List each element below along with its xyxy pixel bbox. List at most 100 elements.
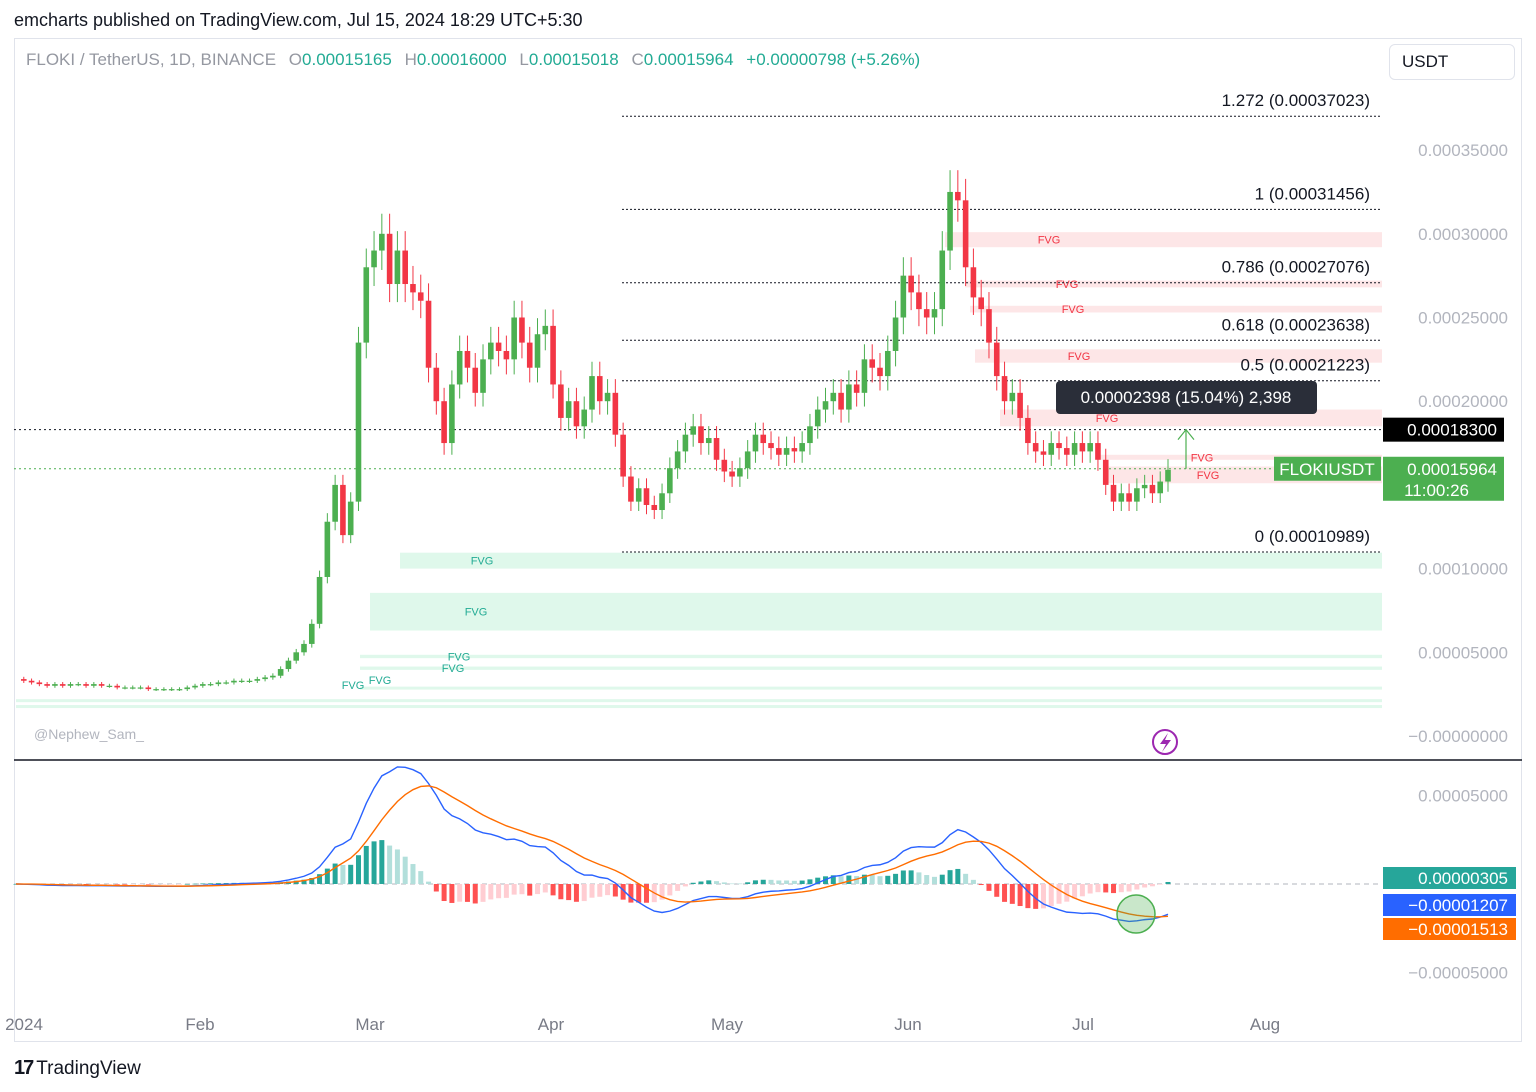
candle-body bbox=[651, 504, 658, 511]
candle-body bbox=[705, 438, 712, 444]
brand-name: TradingView bbox=[36, 1057, 141, 1079]
time-axis-tick: Jun bbox=[894, 1015, 921, 1034]
macd-histogram-bar bbox=[402, 856, 408, 884]
macd-histogram-bar bbox=[752, 880, 758, 884]
macd-histogram-bar bbox=[799, 880, 805, 884]
candle-body bbox=[402, 250, 408, 285]
fvg-label: FVG bbox=[448, 651, 471, 663]
candle-body bbox=[161, 689, 167, 691]
fib-label: 0.5 (0.00021223) bbox=[1241, 356, 1371, 375]
macd-histogram-bar bbox=[1002, 884, 1008, 902]
price-marker-dark bbox=[1383, 417, 1504, 442]
fvg-label: FVG bbox=[471, 556, 494, 568]
candle-body bbox=[760, 434, 767, 444]
macd-histogram-bar bbox=[153, 884, 159, 885]
macd-histogram-bar bbox=[1040, 884, 1046, 909]
macd-histogram-bar bbox=[464, 884, 470, 902]
candle-body bbox=[91, 684, 97, 686]
candle-body bbox=[246, 680, 253, 682]
macd-histogram-bar bbox=[176, 884, 182, 885]
candle-body bbox=[1079, 443, 1086, 452]
close-key: C bbox=[631, 50, 644, 69]
candle-body bbox=[137, 687, 144, 689]
candle-body bbox=[923, 309, 930, 318]
macd-histogram-bar bbox=[605, 884, 611, 896]
macd-histogram-bar bbox=[91, 884, 97, 885]
candle-body bbox=[667, 468, 673, 494]
candle-body bbox=[822, 401, 829, 410]
macd-histogram-bar bbox=[503, 884, 509, 898]
candle-body bbox=[884, 350, 891, 377]
candle-body bbox=[752, 434, 759, 452]
macd-histogram-bar bbox=[208, 883, 214, 884]
candle-body bbox=[1056, 443, 1062, 449]
fvg-zone bbox=[16, 699, 1382, 703]
macd-histogram-bar bbox=[581, 884, 587, 902]
tradingview-logo-icon: 17 bbox=[14, 1057, 34, 1079]
candle-body bbox=[814, 409, 821, 427]
candle-body bbox=[542, 325, 549, 335]
fib-label: 1 (0.00031456) bbox=[1255, 184, 1370, 203]
macd-marker bbox=[1383, 867, 1516, 889]
candle-body bbox=[379, 233, 385, 251]
signal-line bbox=[15, 785, 1169, 918]
time-axis-tick: Mar bbox=[355, 1015, 385, 1034]
tradingview-brand[interactable]: 17 TradingView bbox=[14, 1057, 141, 1080]
candle-body bbox=[106, 685, 113, 687]
symbol-label[interactable]: FLOKI / TetherUS, 1D, BINANCE bbox=[26, 50, 277, 69]
candle-body bbox=[1102, 459, 1109, 485]
author-watermark: @Nephew_Sam_ bbox=[34, 726, 144, 742]
candle-body bbox=[970, 267, 977, 298]
macd-histogram-bar bbox=[729, 883, 735, 885]
candle-body bbox=[1071, 443, 1078, 455]
candle-body bbox=[947, 191, 953, 251]
macd-histogram-bar bbox=[893, 873, 899, 884]
currency-button[interactable]: USDT bbox=[1389, 44, 1515, 80]
candle-body bbox=[1165, 469, 1171, 482]
candle-body bbox=[698, 426, 704, 444]
macd-histogram-bar bbox=[1017, 884, 1023, 907]
macd-line bbox=[15, 766, 1169, 923]
candle-body bbox=[776, 448, 782, 455]
macd-histogram-bar bbox=[908, 870, 914, 884]
macd-histogram-bar bbox=[1009, 884, 1015, 904]
macd-histogram-bar bbox=[682, 884, 688, 887]
macd-histogram-bar bbox=[620, 884, 626, 900]
candle-body bbox=[892, 317, 899, 351]
candle-body bbox=[449, 384, 455, 444]
macd-histogram-bar bbox=[643, 884, 649, 903]
candle-body bbox=[1048, 443, 1055, 455]
macd-histogram-bar bbox=[371, 841, 377, 884]
candle-body bbox=[783, 448, 790, 455]
candle-body bbox=[1064, 448, 1070, 455]
candle-body bbox=[791, 448, 798, 452]
macd-histogram-bar bbox=[223, 883, 229, 884]
candle-body bbox=[425, 300, 432, 368]
macd-histogram-bar bbox=[122, 884, 128, 885]
candle-body bbox=[511, 317, 517, 360]
macd-histogram-bar bbox=[488, 884, 494, 900]
candle-body bbox=[674, 451, 681, 469]
macd-histogram-bar bbox=[900, 870, 906, 884]
macd-histogram-bar bbox=[978, 884, 984, 886]
macd-histogram-bar bbox=[659, 884, 665, 900]
candle-body bbox=[1087, 443, 1093, 452]
macd-axis-tick: −0.00005000 bbox=[1408, 964, 1508, 983]
candle-body bbox=[36, 682, 43, 685]
macd-histogram-bar bbox=[449, 884, 455, 903]
candle-body bbox=[721, 459, 728, 472]
candle-body bbox=[176, 689, 183, 691]
time-axis-tick: Jul bbox=[1072, 1015, 1094, 1034]
price-axis-tick: 0.00025000 bbox=[1418, 309, 1508, 328]
publisher-line: emcharts published on TradingView.com, J… bbox=[14, 10, 583, 30]
candle-body bbox=[122, 687, 128, 689]
candle-body bbox=[737, 468, 743, 477]
candle-body bbox=[877, 367, 883, 377]
candle-body bbox=[620, 434, 626, 477]
macd-histogram-bar bbox=[612, 884, 618, 897]
candle-body bbox=[853, 384, 860, 393]
candle-body bbox=[316, 576, 323, 624]
macd-histogram-bar bbox=[519, 884, 525, 895]
macd-histogram-bar bbox=[332, 863, 338, 884]
